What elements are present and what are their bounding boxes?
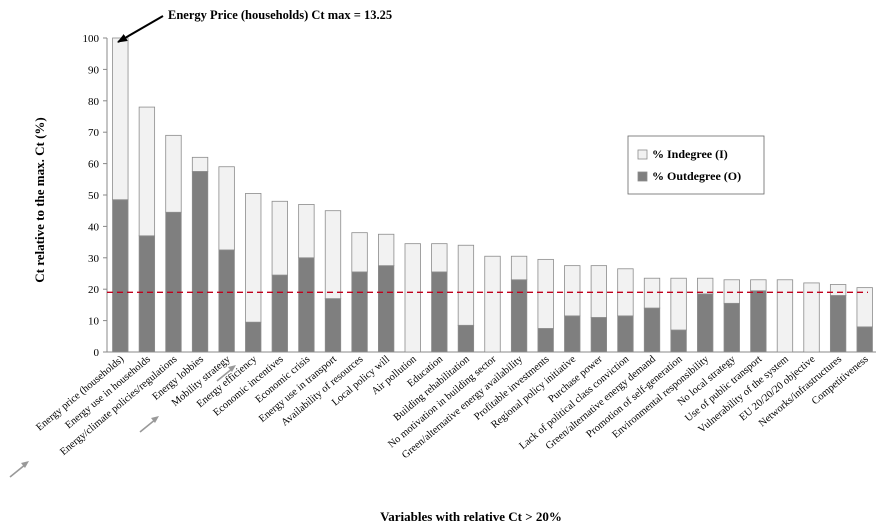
arrow-mark-shaft xyxy=(139,418,157,433)
bar-outdegree xyxy=(218,249,235,353)
bar-outdegree xyxy=(564,315,581,353)
bar-indegree xyxy=(564,265,581,317)
bar-outdegree xyxy=(271,274,288,353)
bar-outdegree xyxy=(138,235,156,353)
bar-outdegree xyxy=(165,211,182,353)
bar-indegree xyxy=(697,277,714,295)
y-axis-title: Ct relative to the max. Ct (%) xyxy=(32,117,47,282)
arrow-mark-head xyxy=(228,365,236,372)
bar-outdegree xyxy=(856,326,873,353)
arrow-mark-shaft xyxy=(216,367,234,382)
arrow-marks xyxy=(9,365,236,478)
bar-indegree xyxy=(457,244,475,326)
bar-indegree xyxy=(776,279,794,353)
bar-outdegree xyxy=(590,317,607,353)
y-tick-label: 50 xyxy=(88,190,100,202)
bar-outdegree xyxy=(112,199,129,353)
bars xyxy=(112,37,873,353)
bar-indegree xyxy=(191,156,209,172)
bar-indegree xyxy=(537,258,554,329)
arrow-mark-icon xyxy=(9,461,29,478)
bar-indegree xyxy=(378,233,395,267)
legend-swatch-outdegree xyxy=(637,171,648,182)
bar-outdegree xyxy=(298,257,315,353)
y-tick-label: 0 xyxy=(94,347,100,359)
bar-outdegree xyxy=(723,302,740,353)
bar-indegree xyxy=(723,279,740,304)
bar-outdegree xyxy=(378,265,395,353)
bar-indegree xyxy=(165,134,182,213)
legend: % Indegree (I) % Outdegree (O) xyxy=(627,135,765,195)
bar-indegree xyxy=(218,166,235,251)
bar-outdegree xyxy=(670,329,687,353)
bar-outdegree xyxy=(457,324,475,353)
arrow-mark-icon xyxy=(139,416,159,433)
legend-label-outdegree: % Outdegree (O) xyxy=(652,169,741,183)
y-tick-label: 60 xyxy=(88,159,100,171)
bar-indegree xyxy=(404,243,421,353)
bar-outdegree xyxy=(537,328,554,353)
bar-outdegree xyxy=(191,171,209,353)
y-tick-label: 90 xyxy=(88,64,100,76)
bar-outdegree xyxy=(351,271,368,353)
bar-indegree xyxy=(670,277,687,331)
annotation-arrow xyxy=(117,15,164,43)
arrow-mark-head xyxy=(21,461,29,468)
category-label: Energy/climate policies/regulations xyxy=(58,354,179,458)
bar-indegree xyxy=(298,204,315,259)
bar-indegree xyxy=(138,106,156,237)
bar-indegree xyxy=(324,210,342,300)
bar-indegree xyxy=(431,243,448,273)
bar-indegree xyxy=(643,277,661,309)
bar-indegree xyxy=(856,287,873,328)
y-tick-label: 30 xyxy=(88,253,100,265)
bar-outdegree xyxy=(431,271,448,353)
arrow-mark-shaft xyxy=(9,463,27,478)
bar-indegree xyxy=(829,284,847,296)
bar-indegree xyxy=(351,232,368,273)
x-axis-labels: Energy price (households)Energy use in h… xyxy=(34,353,870,461)
legend-swatch-indegree xyxy=(637,149,648,160)
bar-outdegree xyxy=(643,307,661,353)
bar-outdegree xyxy=(510,279,528,353)
bar-indegree xyxy=(245,193,262,323)
legend-box xyxy=(627,135,765,195)
x-axis-title: Variables with relative Ct > 20% xyxy=(380,509,562,524)
max-annotation: Energy Price (households) Ct max = 13.25 xyxy=(168,8,392,22)
bar-outdegree xyxy=(697,293,714,353)
bar-indegree xyxy=(112,37,129,201)
y-tick-label: 100 xyxy=(83,33,100,45)
bar-indegree xyxy=(750,279,767,292)
bar-outdegree xyxy=(750,290,767,353)
bar-outdegree xyxy=(324,298,342,353)
bar-outdegree xyxy=(245,321,262,353)
y-axis: 0 10 20 30 40 50 60 70 80 90 100 xyxy=(83,33,876,359)
bar-indegree xyxy=(271,200,288,276)
y-tick-label: 40 xyxy=(88,221,100,233)
y-tick-label: 20 xyxy=(88,284,100,296)
y-tick-label: 80 xyxy=(88,96,100,108)
y-tick-label: 70 xyxy=(88,127,100,139)
bar-outdegree xyxy=(617,315,634,353)
y-tick-label: 10 xyxy=(88,316,100,328)
arrow-mark-icon xyxy=(216,365,236,382)
bar-indegree xyxy=(510,255,528,281)
arrow-mark-head xyxy=(151,416,159,423)
bar-indegree xyxy=(590,265,607,318)
legend-label-indegree: % Indegree (I) xyxy=(652,147,728,161)
bar-indegree xyxy=(484,255,501,353)
bar-outdegree xyxy=(829,295,847,353)
bar-indegree xyxy=(803,282,820,353)
